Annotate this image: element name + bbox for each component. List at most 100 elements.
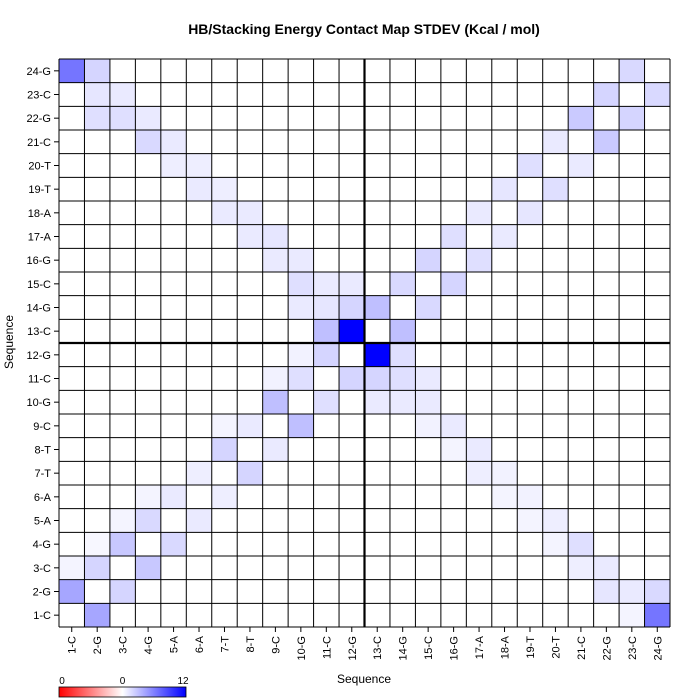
heatmap-cell [160,153,187,178]
heatmap-cell [186,461,212,485]
heatmap-cell [542,532,569,556]
x-tick-label: 16-G [449,636,461,660]
heatmap-cell [135,508,161,533]
x-tick-label: 12-G [347,636,359,660]
heatmap-cell [313,272,340,296]
y-tick-label: 6-A [34,492,52,504]
heatmap-cell [619,579,645,604]
heatmap-cell [262,224,289,249]
y-tick-label: 8-T [35,445,52,457]
heatmap-cell [84,556,110,580]
y-tick-label: 19-T [28,184,51,196]
heatmap-cell [415,414,441,438]
y-tick-label: 24-G [27,66,51,78]
heatmap-cell [542,508,569,533]
y-tick-label: 12-G [27,350,51,362]
heatmap-cell [389,390,416,414]
y-tick-label: 22-G [27,113,51,125]
heatmap-cell [415,295,441,320]
x-tick-label: 5-A [169,635,181,653]
heatmap-cell [491,461,518,485]
heatmap-cell [517,153,543,178]
x-tick-label: 15-C [423,636,435,660]
heatmap-cell [288,272,314,296]
y-tick-label: 13-C [27,326,51,338]
colorbar [58,686,187,698]
x-tick-label: 13-C [372,636,384,660]
y-tick-label: 23-C [27,90,51,102]
y-tick-label: 4-G [33,539,51,551]
heatmap-cell [440,272,467,296]
heatmap-cell [262,390,289,414]
heatmap-cell [364,366,390,391]
heatmap-cell [364,390,390,414]
x-tick-label: 20-T [550,636,562,659]
heatmap-cell [466,461,492,485]
heatmap-cell [389,366,416,391]
heatmap-cell [466,248,492,272]
heatmap-cell [84,82,110,107]
heatmap-cell [619,106,645,130]
heatmap-cell [339,366,365,391]
heatmap-cell [542,130,569,154]
heatmap-cell [619,603,645,627]
heatmap-cell [237,461,263,485]
heatmap-cell [84,532,110,556]
heatmap-cell [135,556,161,580]
heatmap-cell [237,224,263,249]
colorbar-tick-label: 0 [59,676,65,687]
colorbar-tick-label: 0 [120,676,126,687]
heatmap-cell [84,106,110,130]
x-tick-label: 10-G [296,636,308,660]
x-tick-label: 24-G [652,636,664,660]
heatmap-cell [262,366,289,391]
heatmap-cell [313,319,340,343]
heatmap-cell [593,130,620,154]
heatmap-cell [440,414,467,438]
x-tick-label: 2-G [92,636,104,654]
x-tick-label: 22-G [601,636,613,660]
heatmap-cell [262,248,289,272]
heatmap-cell [313,343,340,367]
heatmap-cell [517,201,543,225]
heatmap-cell [644,579,670,604]
heatmap-cell [160,532,187,556]
heatmap-cell [109,532,136,556]
heatmap-cell [160,130,187,154]
heatmap-cell [313,390,340,414]
heatmap-cell [644,603,670,627]
x-tick-label: 18-A [500,635,512,659]
heatmap-cell [568,532,594,556]
y-tick-label: 20-T [28,161,51,173]
heatmap-cell [211,177,238,201]
heatmap-cell [517,508,543,533]
heatmap-cell [109,579,136,604]
y-tick-label: 9-C [33,421,51,433]
heatmap-cell [211,485,238,509]
heatmap-cell [517,485,543,509]
x-tick-label: 11-C [321,636,333,659]
heatmap-cell [440,224,467,249]
heatmap-cell [135,485,161,509]
heatmap-cell [84,59,110,83]
heatmap-cell [135,130,161,154]
y-tick-label: 1-C [33,610,51,622]
y-axis-label: Sequence [2,315,16,369]
heatmap-cell [186,508,212,533]
heatmap-cell [389,343,416,367]
y-tick-label: 11-C [28,374,51,386]
heatmap-grid [58,58,671,628]
x-tick-label: 23-C [627,636,639,660]
colorbar-tick-label: 12 [177,676,189,687]
x-tick-label: 17-A [474,635,486,659]
x-tick-label: 3-C [118,636,130,654]
heatmap-cell [415,390,441,414]
y-tick-label: 10-G [27,397,51,409]
heatmap-cell [186,153,212,178]
heatmap-cell [568,153,594,178]
y-tick-label: 5-A [34,516,52,528]
heatmap-cell [84,603,110,627]
heatmap-cell [288,366,314,391]
heatmap-cell [288,343,314,367]
x-tick-label: 6-A [194,635,206,653]
